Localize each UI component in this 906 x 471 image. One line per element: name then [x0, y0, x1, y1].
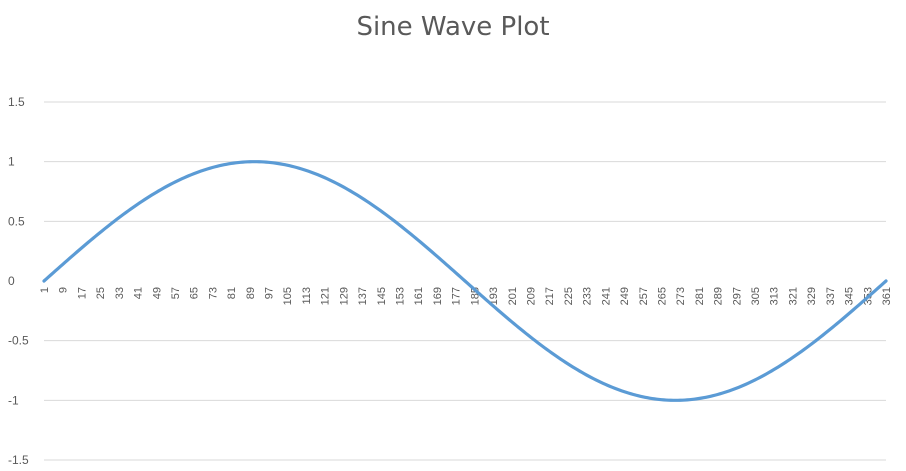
y-tick-label: 1.5: [8, 95, 25, 109]
x-tick-label: 345: [844, 287, 856, 305]
x-tick-label: 289: [713, 287, 725, 305]
x-tick-label: 41: [133, 287, 145, 299]
x-tick-label: 89: [245, 287, 257, 299]
x-tick-label: 57: [170, 287, 182, 299]
x-tick-label: 273: [675, 287, 687, 305]
x-tick-label: 25: [95, 287, 107, 299]
x-tick-label: 217: [544, 287, 556, 305]
x-tick-label: 321: [787, 287, 799, 305]
x-tick-label: 281: [694, 287, 706, 305]
x-tick-label: 225: [563, 287, 575, 305]
x-tick-label: 17: [76, 287, 88, 299]
x-tick-label: 329: [806, 287, 818, 305]
series-line: [42, 160, 888, 402]
x-tick-label: 121: [320, 287, 332, 305]
y-tick-label: -1: [8, 393, 19, 407]
x-tick-label: 257: [638, 287, 650, 305]
x-tick-label: 361: [881, 287, 893, 305]
x-tick-label: 129: [338, 287, 350, 305]
x-tick-label: 201: [507, 287, 519, 305]
x-axis-ticks: 1 9 17 25 33 41 49 57 65 73 81 89 97 105 113 121 129 137 1…: [39, 287, 893, 305]
x-tick-label: 161: [413, 287, 425, 305]
x-tick-label: 49: [151, 287, 163, 299]
x-tick-label: 33: [114, 287, 126, 299]
x-tick-label: 113: [301, 287, 313, 305]
x-tick-label: 169: [432, 287, 444, 305]
y-axis-ticks: 1.5 1 0.5 0 -0.5 -1 -1.5: [8, 95, 29, 467]
y-tick-label: -0.5: [8, 334, 29, 348]
x-tick-label: 241: [600, 287, 612, 305]
x-tick-label: 297: [731, 287, 743, 305]
chart-title: Sine Wave Plot: [356, 12, 550, 42]
y-tick-label: 0: [8, 274, 15, 288]
x-tick-label: 145: [376, 287, 388, 305]
x-tick-label: 105: [282, 287, 294, 305]
x-tick-label: 73: [207, 287, 219, 299]
x-tick-label: 265: [656, 287, 668, 305]
x-tick-label: 97: [264, 287, 276, 299]
series-layer: [42, 160, 888, 402]
x-tick-label: 65: [189, 287, 201, 299]
x-tick-label: 81: [226, 287, 238, 299]
y-tick-label: 0.5: [8, 214, 25, 228]
x-tick-label: 305: [750, 287, 762, 305]
y-tick-label: 1: [8, 155, 15, 169]
x-tick-label: 337: [825, 287, 837, 305]
y-tick-label: -1.5: [8, 453, 29, 467]
x-tick-label: 9: [58, 287, 70, 293]
x-tick-label: 177: [451, 287, 463, 305]
x-tick-label: 1: [39, 287, 51, 293]
x-tick-label: 137: [357, 287, 369, 305]
gridlines: [44, 101, 886, 461]
x-tick-label: 313: [769, 287, 781, 305]
x-tick-label: 153: [395, 287, 407, 305]
x-tick-label: 233: [582, 287, 594, 305]
x-tick-label: 193: [488, 287, 500, 305]
x-tick-label: 209: [525, 287, 537, 305]
x-tick-label: 249: [619, 287, 631, 305]
